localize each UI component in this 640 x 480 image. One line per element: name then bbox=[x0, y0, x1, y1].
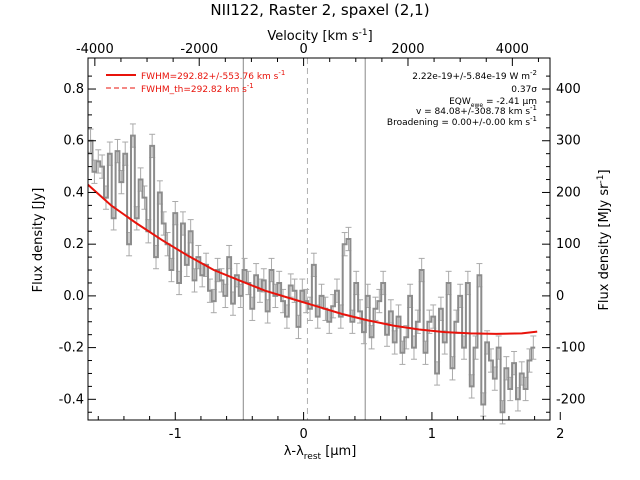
annotation-eqw-sub: ewe bbox=[471, 102, 484, 109]
legend-entry-fwhm-th: FWHM_th=292.82 km s-1 bbox=[141, 82, 254, 95]
y-axis-label-right-sup: -1 bbox=[596, 175, 606, 184]
annotation-sigma: 0.37σ bbox=[511, 85, 537, 95]
annotation-velocity: v = 84.08+/-308.78 km s-1 bbox=[416, 104, 537, 117]
top-tick-label: 0 bbox=[299, 42, 307, 57]
x-axis-label-sub: rest bbox=[304, 452, 322, 462]
annotation-broadening: Broadening = 0.00+/-0.00 km s-1 bbox=[387, 115, 537, 128]
chart-title: NII122, Raster 2, spaxel (2,1) bbox=[210, 1, 429, 19]
y-axis-label-left: Flux density [Jy] bbox=[31, 188, 46, 293]
top-tick-label: 2000 bbox=[391, 42, 424, 57]
legend-entry-fwhm-sup: -1 bbox=[278, 69, 285, 77]
annotation-eqw: EQWewe = -2.41 μm bbox=[449, 97, 537, 109]
annotation-line-flux-sup: -2 bbox=[530, 69, 537, 77]
top-tick-label: -4000 bbox=[76, 42, 114, 57]
x-tick-label: -1 bbox=[169, 427, 182, 442]
y-tick-label-left: -0.4 bbox=[59, 392, 84, 407]
legend-entry-fwhm-th-sup: -1 bbox=[247, 82, 254, 90]
top-axis-label-text: Velocity [km s bbox=[267, 29, 359, 44]
top-axis-label-sup: -1 bbox=[359, 28, 368, 38]
x-tick-label: 0 bbox=[299, 427, 307, 442]
annotation-velocity-text: v = 84.08+/-308.78 km s bbox=[416, 107, 530, 117]
annotation-line-flux-text: 2.22e-19+/-5.84e-19 W m bbox=[412, 72, 530, 82]
x-axis-label: λ-λrest [μm] bbox=[284, 444, 357, 462]
y-tick-label-left: 0.2 bbox=[63, 237, 84, 252]
y-tick-label-left: 0.0 bbox=[63, 289, 84, 304]
top-axis-label: Velocity [km s-1] bbox=[267, 28, 372, 44]
annotation-broadening-text: Broadening = 0.00+/-0.00 km s bbox=[387, 118, 530, 128]
x-tick-label: 1 bbox=[428, 427, 436, 442]
legend-entry-fwhm: FWHM=292.82+/-553.76 km s-1 bbox=[141, 69, 285, 82]
y-tick-label-right: 400 bbox=[556, 82, 581, 97]
annotation-broadening-sup: -1 bbox=[530, 115, 537, 123]
axes-ticks: -1 0 1 2-0.4-0.20.00.20.40.60.8-4000 -2000 0 2… bbox=[59, 42, 586, 442]
y-axis-label-right: Flux density [MJy sr-1] bbox=[596, 169, 612, 310]
y-tick-label-left: 0.4 bbox=[63, 185, 84, 200]
series-data-steps bbox=[88, 134, 536, 414]
reference-lines bbox=[242, 58, 366, 420]
y-tick-label-left: -0.2 bbox=[59, 341, 84, 356]
y-tick-label-right: -100 bbox=[556, 341, 586, 356]
x-tick-label: 2 bbox=[556, 427, 564, 442]
y-tick-label-right: -200 bbox=[556, 392, 586, 407]
y-tick-label-left: 0.8 bbox=[63, 82, 84, 97]
legend: FWHM=292.82+/-553.76 km s-1 FWHM_th=292.… bbox=[106, 69, 285, 95]
annotation-line-flux: 2.22e-19+/-5.84e-19 W m-2 bbox=[412, 69, 537, 82]
top-tick-label: 4000 bbox=[496, 42, 529, 57]
annotation-eqw-tail: = -2.41 μm bbox=[483, 97, 537, 107]
legend-entry-fwhm-text: FWHM=292.82+/-553.76 km s bbox=[141, 72, 279, 82]
annotation-eqw-text: EQW bbox=[449, 97, 471, 107]
x-axis-label-text: λ-λ bbox=[284, 444, 304, 459]
annotations: 2.22e-19+/-5.84e-19 W m-2 0.37σ EQWewe =… bbox=[387, 69, 537, 128]
plot-frame bbox=[87, 57, 551, 421]
y-tick-label-left: 0.6 bbox=[63, 134, 84, 149]
y-tick-label-right: 100 bbox=[556, 237, 581, 252]
y-axis-label-right-text: Flux density [MJy sr bbox=[597, 183, 612, 311]
top-tick-label: -2000 bbox=[180, 42, 218, 57]
y-tick-label-right: 200 bbox=[556, 185, 581, 200]
y-tick-label-right: 0 bbox=[556, 289, 564, 304]
x-axis-label-unit: [μm] bbox=[321, 444, 356, 459]
series-layer bbox=[87, 134, 538, 414]
y-tick-label-right: 300 bbox=[556, 134, 581, 149]
series-fit-line bbox=[87, 183, 538, 335]
legend-entry-fwhm-th-text: FWHM_th=292.82 km s bbox=[141, 85, 247, 95]
annotation-velocity-sup: -1 bbox=[530, 104, 537, 112]
